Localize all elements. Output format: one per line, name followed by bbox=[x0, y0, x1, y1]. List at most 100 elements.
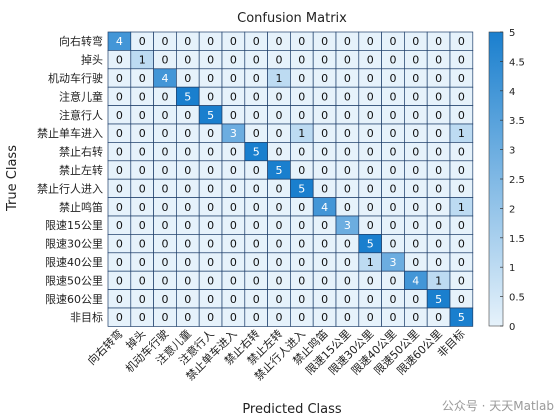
cell-value: 0 bbox=[412, 90, 419, 103]
y-tick-label: 禁止单车进入 bbox=[37, 126, 103, 140]
cell-value: 0 bbox=[344, 127, 351, 140]
heatmap-cell: 0 bbox=[381, 234, 405, 254]
cell-value: 0 bbox=[276, 182, 283, 195]
heatmap-cell: 0 bbox=[221, 234, 246, 254]
colorbar-tick-label: 1.5 bbox=[509, 234, 525, 245]
chart-title: Confusion Matrix bbox=[237, 11, 347, 26]
cell-value: 0 bbox=[253, 256, 260, 269]
heatmap-cell: 0 bbox=[107, 215, 132, 235]
cell-value: 0 bbox=[298, 274, 305, 287]
heatmap-cell: 0 bbox=[153, 50, 177, 70]
heatmap-cell: 0 bbox=[404, 215, 428, 235]
cell-value: 0 bbox=[412, 146, 419, 159]
cell-value: 0 bbox=[458, 219, 465, 232]
cell-value: 0 bbox=[390, 238, 397, 251]
heatmap-cell: 0 bbox=[312, 252, 337, 272]
cell-value: 0 bbox=[458, 72, 465, 85]
heatmap-cell: 0 bbox=[176, 178, 200, 198]
cell-value: 0 bbox=[139, 274, 146, 287]
cell-value: 0 bbox=[298, 54, 305, 67]
cell-value: 0 bbox=[344, 72, 351, 85]
heatmap-cell: 0 bbox=[244, 31, 268, 51]
heatmap-cell: 0 bbox=[358, 50, 382, 70]
heatmap-cell: 0 bbox=[176, 289, 200, 309]
heatmap-cell: 0 bbox=[267, 178, 291, 198]
cell-value: 0 bbox=[207, 72, 214, 85]
heatmap-cell: 0 bbox=[381, 289, 405, 309]
heatmap-cell: 0 bbox=[335, 68, 360, 88]
heatmap-cell: 5 bbox=[244, 142, 268, 162]
cell-value: 0 bbox=[184, 293, 191, 306]
cell-value: 0 bbox=[298, 311, 305, 324]
heatmap-cell: 1 bbox=[426, 270, 451, 290]
heatmap-cell: 0 bbox=[153, 197, 177, 217]
cell-value: 0 bbox=[276, 256, 283, 269]
cell-value: 0 bbox=[207, 274, 214, 287]
heatmap-cell: 0 bbox=[130, 86, 154, 106]
heatmap-cell: 0 bbox=[176, 68, 200, 88]
heatmap-cell: 0 bbox=[449, 31, 474, 51]
heatmap-cell: 0 bbox=[244, 215, 268, 235]
heatmap-cell: 0 bbox=[335, 160, 360, 180]
cell-value: 0 bbox=[458, 35, 465, 48]
cell-value: 0 bbox=[390, 274, 397, 287]
heatmap-cell: 0 bbox=[176, 215, 200, 235]
cell-value: 0 bbox=[412, 238, 419, 251]
cell-value: 0 bbox=[412, 182, 419, 195]
cell-value: 0 bbox=[321, 109, 328, 122]
heatmap-cell: 4 bbox=[153, 68, 177, 88]
heatmap-cell: 0 bbox=[290, 160, 314, 180]
cell-value: 0 bbox=[321, 72, 328, 85]
y-tick-label: 禁止鸣笛 bbox=[59, 200, 103, 214]
cell-value: 0 bbox=[458, 274, 465, 287]
heatmap-cell: 0 bbox=[221, 160, 246, 180]
heatmap-cell: 0 bbox=[312, 160, 337, 180]
cell-value: 0 bbox=[207, 127, 214, 140]
cell-value: 0 bbox=[276, 35, 283, 48]
y-tick-label: 限速30公里 bbox=[45, 238, 103, 251]
heatmap-cell: 0 bbox=[449, 50, 474, 70]
cell-value: 0 bbox=[435, 146, 442, 159]
cell-value: 0 bbox=[253, 293, 260, 306]
cell-value: 0 bbox=[184, 219, 191, 232]
cell-value: 5 bbox=[458, 311, 465, 324]
cell-value: 0 bbox=[276, 201, 283, 214]
heatmap-cell: 0 bbox=[267, 50, 291, 70]
colorbar-tick-label: 0.5 bbox=[509, 293, 525, 304]
heatmap-cell: 0 bbox=[358, 160, 382, 180]
heatmap-cell: 0 bbox=[426, 252, 451, 272]
y-tick-label: 掉头 bbox=[81, 53, 103, 67]
heatmap-cell: 5 bbox=[358, 234, 382, 254]
heatmap-cell: 0 bbox=[335, 234, 360, 254]
cell-value: 0 bbox=[458, 256, 465, 269]
heatmap-cell: 0 bbox=[153, 142, 177, 162]
cell-value: 0 bbox=[390, 146, 397, 159]
heatmap-cell: 0 bbox=[312, 270, 337, 290]
y-axis-label: True Class bbox=[5, 145, 20, 212]
heatmap-cell: 0 bbox=[426, 50, 451, 70]
cell-value: 0 bbox=[184, 35, 191, 48]
heatmap-cell: 0 bbox=[404, 160, 428, 180]
heatmap-cell: 0 bbox=[130, 215, 154, 235]
heatmap-cell: 0 bbox=[130, 307, 154, 327]
heatmap-cell: 0 bbox=[335, 270, 360, 290]
cell-value: 0 bbox=[276, 127, 283, 140]
cell-value: 0 bbox=[230, 219, 237, 232]
heatmap-cell: 0 bbox=[267, 215, 291, 235]
cell-value: 0 bbox=[276, 54, 283, 67]
cell-value: 0 bbox=[321, 146, 328, 159]
cell-value: 0 bbox=[458, 238, 465, 251]
heatmap-cell: 0 bbox=[335, 123, 360, 143]
heatmap-cell: 0 bbox=[107, 197, 132, 217]
cell-value: 1 bbox=[367, 256, 374, 269]
heatmap-cell: 0 bbox=[312, 50, 337, 70]
heatmap-cell: 0 bbox=[267, 197, 291, 217]
cell-value: 0 bbox=[435, 72, 442, 85]
heatmap-cell: 0 bbox=[358, 289, 382, 309]
heatmap-cell: 0 bbox=[449, 215, 474, 235]
cell-value: 0 bbox=[207, 293, 214, 306]
heatmap-cell: 0 bbox=[358, 31, 382, 51]
cell-value: 0 bbox=[344, 146, 351, 159]
heatmap-cell: 0 bbox=[381, 50, 405, 70]
heatmap-cell: 0 bbox=[312, 123, 337, 143]
